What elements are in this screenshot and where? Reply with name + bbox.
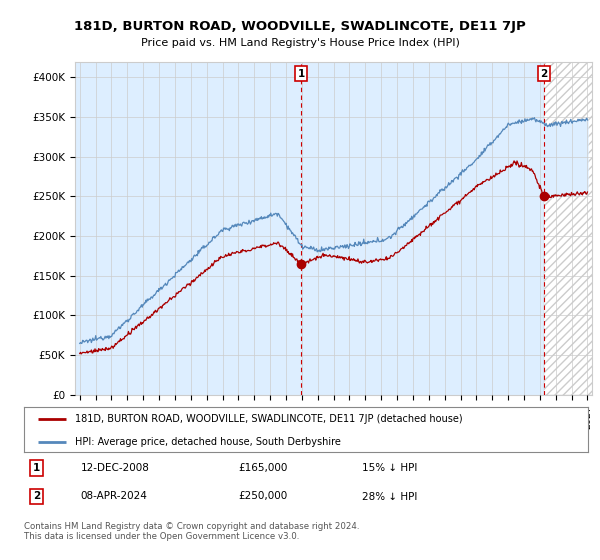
Text: 2: 2 [33, 492, 40, 502]
Text: 2: 2 [541, 68, 548, 78]
Text: 08-APR-2024: 08-APR-2024 [80, 492, 147, 502]
Text: Contains HM Land Registry data © Crown copyright and database right 2024.
This d: Contains HM Land Registry data © Crown c… [24, 522, 359, 542]
Text: 1: 1 [298, 68, 305, 78]
Text: 1: 1 [33, 463, 40, 473]
Text: 28% ↓ HPI: 28% ↓ HPI [362, 492, 418, 502]
Text: 181D, BURTON ROAD, WOODVILLE, SWADLINCOTE, DE11 7JP: 181D, BURTON ROAD, WOODVILLE, SWADLINCOT… [74, 20, 526, 32]
Text: HPI: Average price, detached house, South Derbyshire: HPI: Average price, detached house, Sout… [75, 437, 341, 447]
Text: 15% ↓ HPI: 15% ↓ HPI [362, 463, 418, 473]
Text: Price paid vs. HM Land Registry's House Price Index (HPI): Price paid vs. HM Land Registry's House … [140, 38, 460, 48]
Text: £250,000: £250,000 [238, 492, 287, 502]
Text: 181D, BURTON ROAD, WOODVILLE, SWADLINCOTE, DE11 7JP (detached house): 181D, BURTON ROAD, WOODVILLE, SWADLINCOT… [75, 414, 463, 424]
Bar [544, 62, 600, 395]
Text: 12-DEC-2008: 12-DEC-2008 [80, 463, 149, 473]
Text: £165,000: £165,000 [238, 463, 287, 473]
